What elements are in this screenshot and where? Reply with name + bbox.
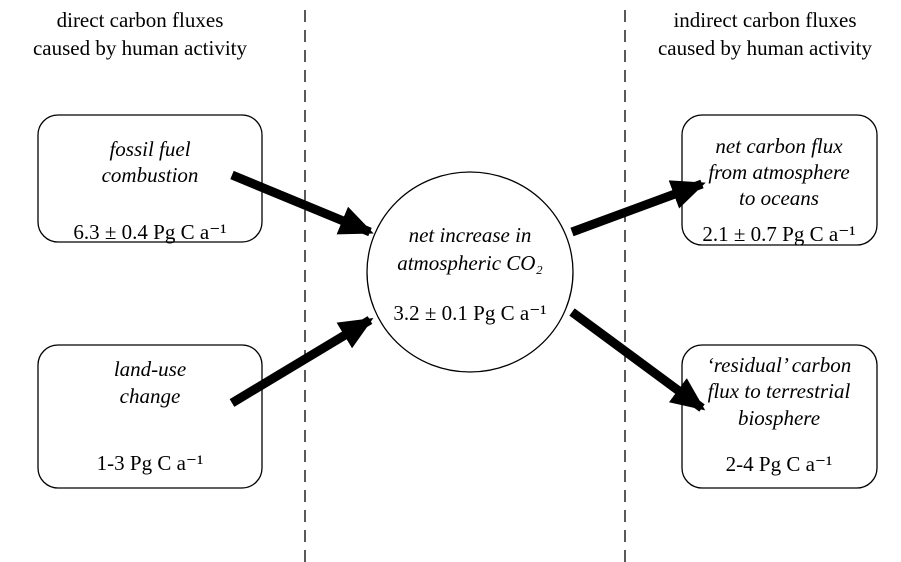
node-value: 3.2 ± 0.1 Pg C a⁻¹: [393, 301, 546, 325]
node-value: 2-4 Pg C a⁻¹: [726, 452, 833, 476]
node-box: [681, 114, 878, 246]
node-label: ‘residual’ carbon: [707, 353, 851, 377]
node-label: change: [120, 384, 181, 408]
node-label: combustion: [102, 163, 199, 187]
header: indirect carbon fluxes: [673, 8, 856, 32]
header: direct carbon fluxes: [57, 8, 224, 32]
node-circle: [366, 171, 574, 373]
node-label: fossil fuel: [109, 137, 190, 161]
node-label: net increase in: [409, 223, 532, 247]
header: caused by human activity: [658, 36, 873, 60]
node-label: land-use: [114, 357, 186, 381]
node-value: 1-3 Pg C a⁻¹: [97, 451, 204, 475]
node-value: 2.1 ± 0.7 Pg C a⁻¹: [702, 222, 855, 246]
arrow: [569, 308, 706, 412]
node-label: net carbon flux: [715, 134, 843, 158]
arrow: [230, 170, 374, 237]
node-label: atmospheric CO₂: [397, 251, 543, 275]
node-value: 6.3 ± 0.4 Pg C a⁻¹: [73, 220, 226, 244]
node-label: to oceans: [739, 186, 819, 210]
arrow: [570, 179, 706, 237]
node-label: from atmosphere: [708, 160, 849, 184]
node-label: flux to terrestrial: [708, 379, 851, 403]
arrow: [229, 316, 374, 407]
node-box: [37, 114, 263, 243]
node-label: biosphere: [738, 406, 820, 430]
header: caused by human activity: [33, 36, 248, 60]
node-box: [37, 344, 263, 489]
node-box: [681, 344, 878, 489]
